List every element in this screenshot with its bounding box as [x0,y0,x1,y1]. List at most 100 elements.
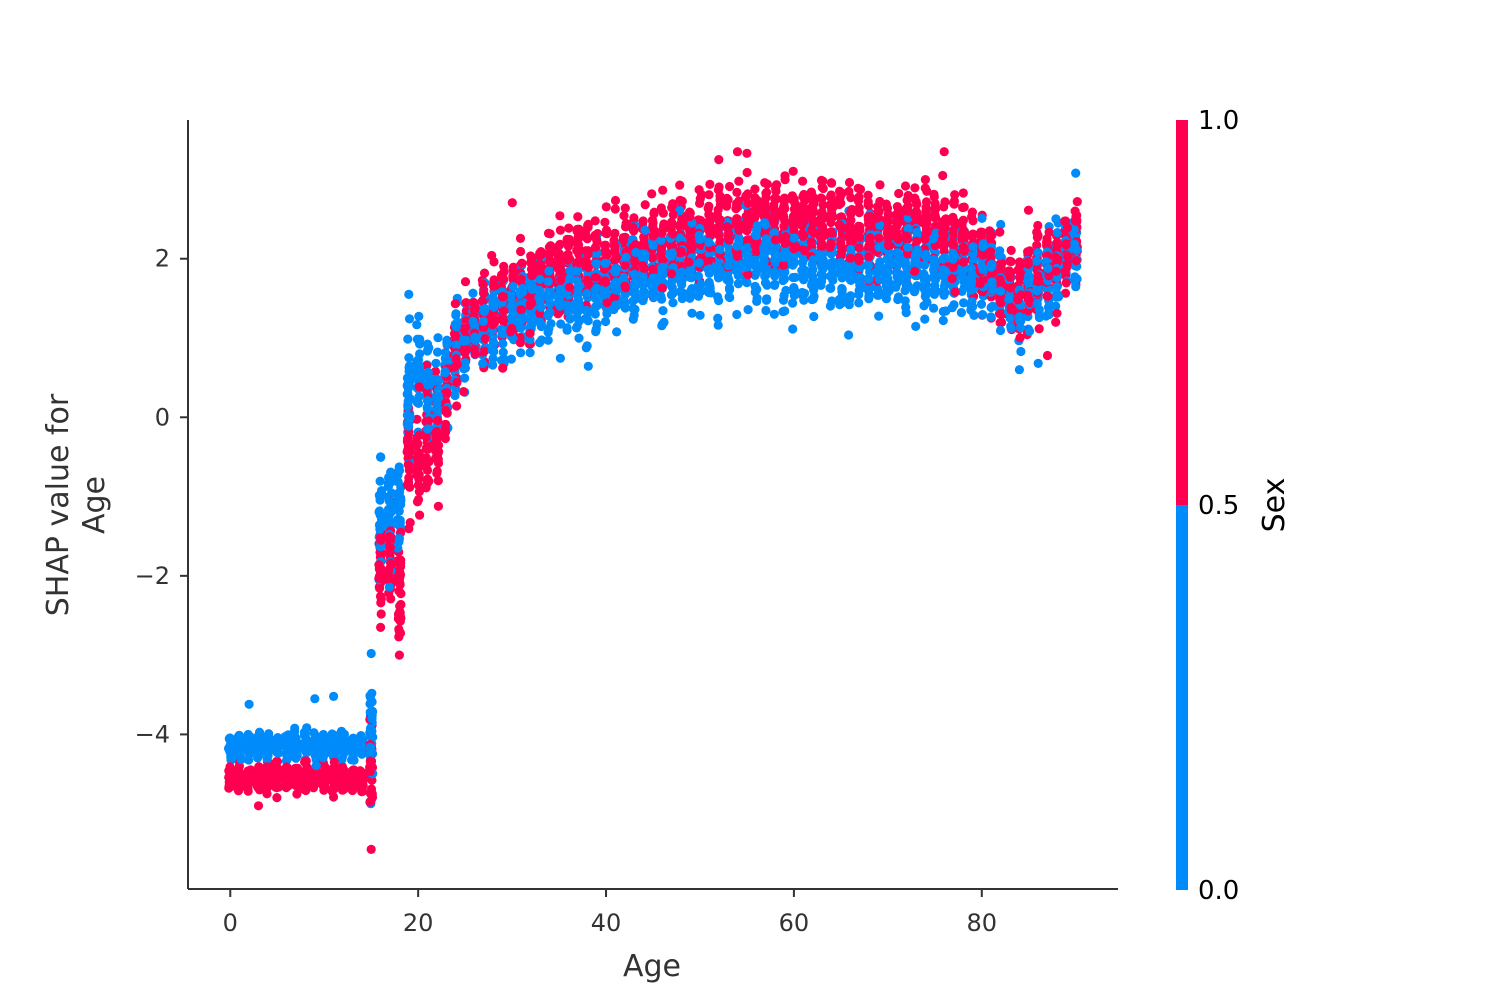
outlier-point [394,650,404,660]
data-point [959,298,969,308]
data-point [1063,251,1073,261]
data-point [847,233,857,243]
data-point [723,271,733,281]
data-point [330,744,340,754]
data-point [844,330,854,340]
data-point [518,287,528,297]
data-point [874,260,884,271]
data-point [780,175,790,185]
data-point [930,275,940,285]
data-point [573,212,583,222]
data-point [1071,256,1081,266]
data-point [556,275,566,285]
data-point [704,237,714,247]
data-point [403,441,413,451]
data-point [882,203,893,213]
data-point [1041,311,1051,321]
data-point [865,221,875,231]
data-point [544,242,555,252]
data-point [903,194,913,204]
data-point [696,216,706,226]
data-point [893,292,904,302]
data-point [845,253,856,263]
data-point [1043,263,1053,273]
data-point [817,207,827,217]
data-point [892,279,902,289]
data-point [844,223,854,233]
data-point [959,202,969,212]
data-point [818,200,828,210]
data-point [365,692,375,703]
data-point [1016,290,1026,300]
data-point [516,348,526,358]
data-point [339,729,349,739]
data-point [412,438,422,448]
data-point [383,478,393,488]
data-point [452,401,462,411]
data-point [338,751,348,761]
data-point [1052,282,1062,292]
data-point [919,213,930,223]
data-point [715,215,725,225]
data-point [648,240,658,250]
data-point [874,242,884,252]
data-point [884,278,894,288]
data-point [565,314,575,324]
data-point [987,230,997,240]
data-point [283,781,293,791]
data-point [713,185,724,195]
data-point [555,284,565,294]
data-point [939,290,949,300]
data-point [386,532,396,543]
data-point [743,270,753,280]
data-point [724,235,734,245]
data-point [959,244,969,254]
data-point [358,734,368,744]
data-point [555,353,566,363]
data-point [440,367,450,377]
data-point [818,271,828,281]
data-point [931,204,941,214]
data-point [1060,288,1071,298]
data-point [565,282,575,292]
data-point [864,261,874,271]
colorbar-ticks: 1.00.50.0 [1198,106,1239,906]
data-point [498,292,508,302]
data-point [629,213,639,223]
data-point [328,764,338,775]
data-point [422,396,433,406]
data-point [995,286,1006,296]
data-point [1069,239,1079,249]
data-point [722,222,732,232]
data-point [254,770,264,780]
data-point [423,367,433,377]
data-point [656,291,666,301]
data-point [834,296,845,306]
data-point [827,205,837,215]
data-point [283,766,293,776]
data-point [958,257,969,267]
data-point [941,306,951,316]
data-point [534,292,544,302]
data-point [479,346,489,356]
outlier-point [1033,358,1043,368]
data-point [621,218,631,228]
data-point [422,465,433,475]
data-point [302,723,312,733]
data-point [893,234,903,244]
data-point [808,294,818,304]
data-point [319,777,329,787]
data-point [477,296,487,306]
data-point [959,282,970,292]
data-point [402,380,412,391]
data-point [375,476,385,486]
data-point [948,248,958,258]
data-point [516,305,526,315]
data-point [367,793,377,804]
data-point [1052,228,1062,238]
data-point [582,288,592,298]
data-point [497,329,507,339]
data-point [243,731,253,741]
data-point [572,276,582,286]
data-point [602,309,612,319]
